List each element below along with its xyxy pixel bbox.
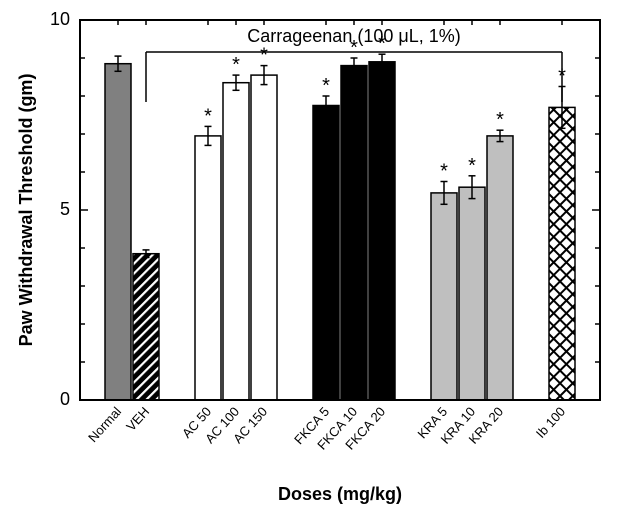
y-axis-label: Paw Withdrawal Threshold (gm) [16,74,36,347]
significance-marker: * [496,109,504,131]
bar [341,66,367,400]
bar [459,187,485,400]
significance-marker: * [232,54,240,76]
bar [195,136,221,400]
chart-container: 0510NormalVEH*AC 50*AC 100*AC 150*FKCA 5… [0,0,634,514]
bar [549,107,575,400]
bar [251,75,277,400]
significance-marker: * [204,105,212,127]
y-tick-label: 5 [60,199,70,219]
y-tick-label: 0 [60,389,70,409]
bar [313,106,339,401]
bar [487,136,513,400]
significance-marker: * [440,161,448,183]
significance-marker: * [468,155,476,177]
bar-chart: 0510NormalVEH*AC 50*AC 100*AC 150*FKCA 5… [0,0,634,514]
bar [133,254,159,400]
bar [369,62,395,400]
x-axis-label: Doses (mg/kg) [278,484,402,504]
y-tick-label: 10 [50,9,70,29]
bar [105,64,131,400]
significance-marker: * [260,45,268,67]
annotation-text: Carrageenan (100 μL, 1%) [247,26,461,46]
bar [431,193,457,400]
bar [223,83,249,400]
significance-marker: * [322,75,330,97]
